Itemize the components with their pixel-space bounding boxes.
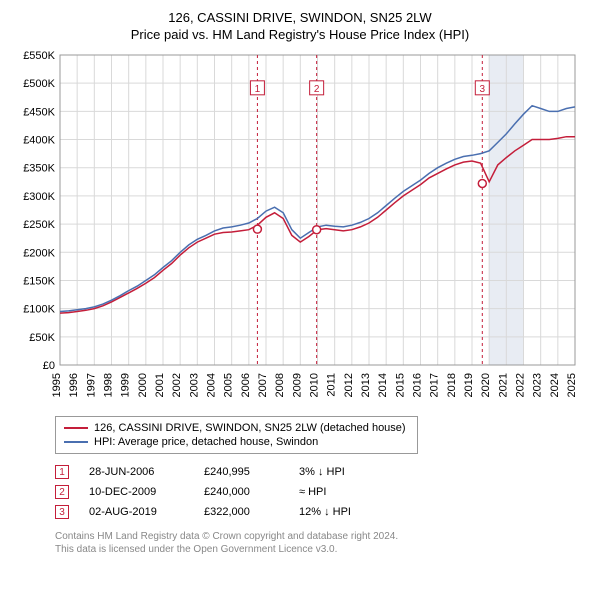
chart-container: 126, CASSINI DRIVE, SWINDON, SN25 2LW Pr… [0,0,600,564]
attribution-line1: Contains HM Land Registry data © Crown c… [55,530,585,543]
svg-text:2009: 2009 [291,373,303,397]
svg-text:£350K: £350K [23,163,55,175]
tx-price: £240,995 [204,466,279,478]
svg-text:2: 2 [314,84,320,95]
svg-text:2017: 2017 [429,373,441,397]
svg-text:2025: 2025 [566,373,578,397]
chart-svg: £0 £50K £100K £150K £200K £250K £300K £350K £400… [15,50,585,410]
legend-label: 126, CASSINI DRIVE, SWINDON, SN25 2LW (d… [94,422,406,434]
svg-text:2001: 2001 [154,373,166,397]
tx-row: 3 02-AUG-2019 £322,000 12% ↓ HPI [55,502,585,522]
transaction-table: 1 28-JUN-2006 £240,995 3% ↓ HPI 2 10-DEC-2009… [55,462,585,522]
tx-price: £322,000 [204,506,279,518]
tx-date: 28-JUN-2006 [89,466,184,478]
svg-text:1997: 1997 [85,373,97,397]
svg-text:2004: 2004 [206,373,218,397]
tx-date: 02-AUG-2019 [89,506,184,518]
svg-text:1996: 1996 [68,373,80,397]
svg-text:2011: 2011 [326,373,338,397]
tx-row: 1 28-JUN-2006 £240,995 3% ↓ HPI [55,462,585,482]
svg-text:£0: £0 [43,360,55,372]
svg-text:2010: 2010 [309,373,321,397]
svg-text:1998: 1998 [103,373,115,397]
chart-plot: £0 £50K £100K £150K £200K £250K £300K £350K £400… [15,50,585,410]
chart-title: 126, CASSINI DRIVE, SWINDON, SN25 2LW [15,10,585,25]
svg-text:3: 3 [480,84,486,95]
svg-text:£150K: £150K [23,275,55,287]
tx-marker: 3 [55,505,69,519]
chart-subtitle: Price paid vs. HM Land Registry's House … [15,27,585,42]
svg-text:2002: 2002 [171,373,183,397]
svg-text:2021: 2021 [497,373,509,397]
svg-text:£550K: £550K [23,50,55,62]
svg-text:2015: 2015 [394,373,406,397]
svg-text:1995: 1995 [51,373,63,397]
svg-text:2007: 2007 [257,373,269,397]
svg-text:2008: 2008 [274,373,286,397]
svg-text:£400K: £400K [23,135,55,147]
svg-text:2019: 2019 [463,373,475,397]
legend-box: 126, CASSINI DRIVE, SWINDON, SN25 2LW (d… [55,416,418,454]
attribution-line2: This data is licensed under the Open Gov… [55,543,585,556]
svg-text:£500K: £500K [23,78,55,90]
svg-text:2018: 2018 [446,373,458,397]
svg-text:£450K: £450K [23,106,55,118]
svg-text:£50K: £50K [29,332,55,344]
svg-text:2006: 2006 [240,373,252,397]
tx-marker: 2 [55,485,69,499]
svg-text:2003: 2003 [188,373,200,397]
svg-text:1999: 1999 [120,373,132,397]
svg-text:2022: 2022 [515,373,527,397]
tx-date: 10-DEC-2009 [89,486,184,498]
tx-marker: 1 [55,465,69,479]
svg-text:2000: 2000 [137,373,149,397]
tx-diff: ≈ HPI [299,486,389,498]
tx-price: £240,000 [204,486,279,498]
tx-row: 2 10-DEC-2009 £240,000 ≈ HPI [55,482,585,502]
svg-text:2024: 2024 [549,373,561,397]
svg-text:£100K: £100K [23,304,55,316]
legend-row: 126, CASSINI DRIVE, SWINDON, SN25 2LW (d… [64,421,409,435]
svg-text:2005: 2005 [223,373,235,397]
tx-diff: 3% ↓ HPI [299,466,389,478]
svg-text:2012: 2012 [343,373,355,397]
svg-text:2013: 2013 [360,373,372,397]
attribution-text: Contains HM Land Registry data © Crown c… [55,530,585,556]
svg-text:2014: 2014 [377,373,389,397]
svg-text:2020: 2020 [480,373,492,397]
legend-label: HPI: Average price, detached house, Swin… [94,436,318,448]
svg-text:£200K: £200K [23,247,55,259]
svg-text:£250K: £250K [23,219,55,231]
svg-text:2023: 2023 [532,373,544,397]
legend-swatch [64,427,88,429]
legend-swatch [64,441,88,443]
svg-text:1: 1 [255,84,261,95]
svg-text:2016: 2016 [412,373,424,397]
legend-row: HPI: Average price, detached house, Swin… [64,435,409,449]
tx-diff: 12% ↓ HPI [299,506,389,518]
svg-text:£300K: £300K [23,191,55,203]
